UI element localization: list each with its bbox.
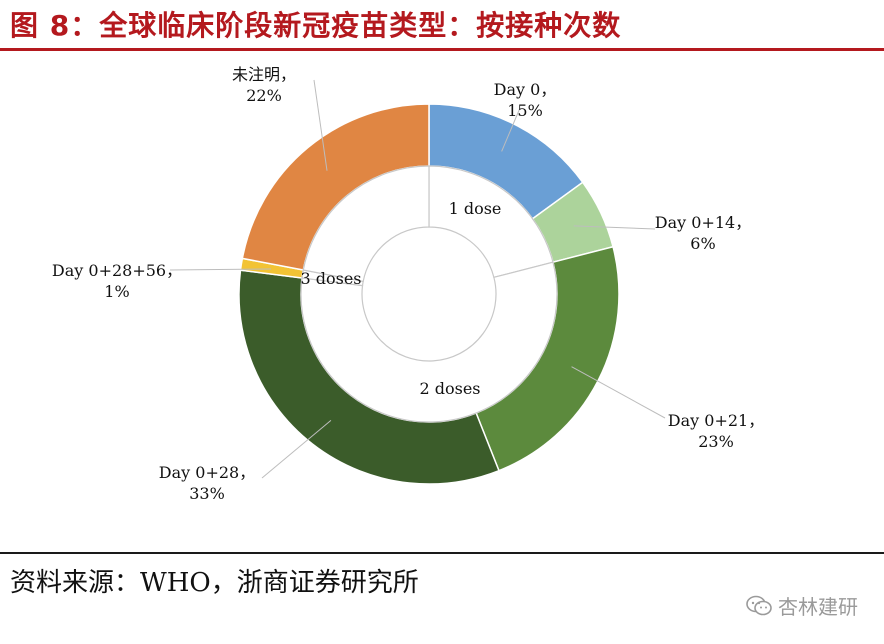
leader-line-4 [261,420,332,479]
data-label-pct-2: 6% [690,234,715,253]
data-label-pct-4: 33% [189,484,225,503]
data-label-pct-3: 23% [698,432,734,451]
data-label-name-3: Day 0+21， [668,411,764,430]
leader-line-3 [571,366,666,419]
data-label-name-5: Day 0+28+56， [52,261,182,280]
inner-segment-unspecified [302,165,430,283]
watermark-text: 杏林建研 [778,595,858,619]
data-label-pct-6: 22% [246,86,282,105]
watermark: 杏林建研 [746,591,858,620]
leader-line-2 [573,225,656,230]
figure-title: 图 8：全球临床阶段新冠疫苗类型：按接种次数 [10,9,622,42]
source-rule [0,552,884,554]
inner-segment-1-dose [428,165,554,279]
data-label-name-1: Day 0， [494,80,557,99]
data-label-name-4: Day 0+28， [159,463,255,482]
title-rule [0,48,884,51]
inner-label-2: 2 doses [419,379,480,398]
leader-line-1 [501,107,521,152]
source-note: 资料来源：WHO，浙商证券研究所 [10,568,419,598]
leader-line-6 [313,79,328,171]
leader-line-5 [169,268,271,271]
wechat-icon [746,595,772,615]
data-label-pct-5: 1% [104,282,129,301]
data-label-name-2: Day 0+14， [655,213,751,232]
data-label-name-6: 未注明， [232,65,296,84]
data-label-pct-1: 15% [507,101,543,120]
inner-label-3: 3 doses [300,269,361,288]
inner-label-1: 1 dose [449,199,502,218]
inner-segment-2-doses [300,261,558,423]
